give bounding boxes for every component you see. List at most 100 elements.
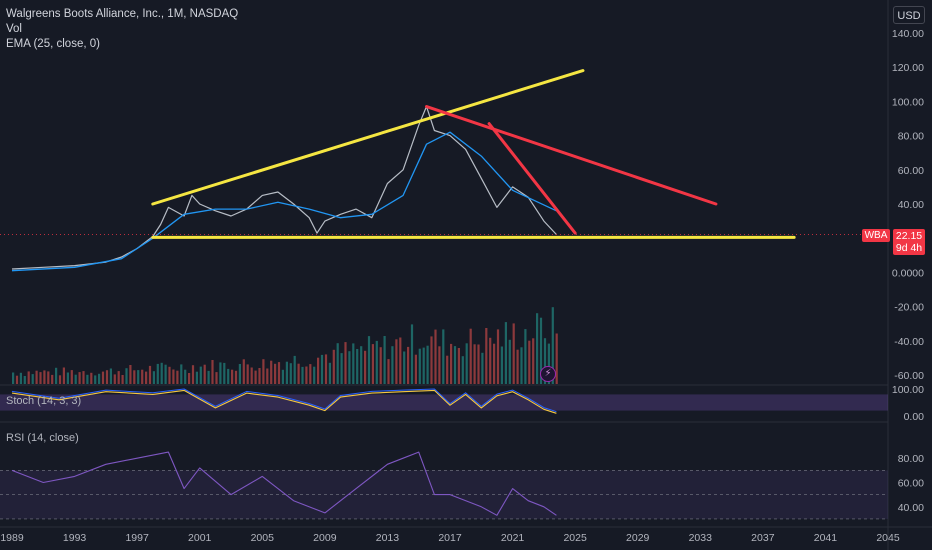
volume-bar [309,364,312,384]
time-axis-label: 2037 [751,532,775,544]
volume-bar [12,372,15,384]
volume-bar [328,362,331,384]
volume-bar [133,370,136,384]
volume-bars [12,307,558,384]
volume-bar [504,322,507,384]
chart-legend: Walgreens Boots Alliance, Inc., 1M, NASD… [6,7,238,52]
volume-bar [434,329,437,384]
price-axis-label: 40.00 [898,199,924,211]
volume-bar [125,368,128,384]
volume-bar [407,346,410,384]
stoch-band [0,394,888,411]
volume-bar [254,370,257,384]
lightning-icon[interactable]: ⚡ [540,366,556,382]
volume-bar [160,362,163,384]
stoch-label: Stoch (14, 3, 3) [6,395,82,407]
volume-bar [305,366,308,384]
volume-bar [539,317,543,384]
volume-bar [141,369,144,384]
price-axis-label: 60.00 [898,165,924,177]
volume-bar [176,370,179,384]
volume-bar [129,365,132,384]
price-axis-label: -20.00 [894,302,924,314]
volume-bar [113,374,116,384]
volume-bar [117,371,120,384]
volume-bar [137,370,140,384]
volume-bar [532,338,535,384]
volume-bar [348,351,351,384]
volume-bar [70,370,73,384]
volume-bar [246,364,249,384]
volume-bar [281,369,284,384]
stoch-axis-label: 0.00 [904,411,925,423]
volume-bar [35,370,38,384]
time-axis-label: 1997 [125,532,149,544]
bar-countdown: 9d 4h [895,242,923,254]
volume-bar [324,354,328,384]
currency-button[interactable]: USD [893,6,925,24]
stoch-d-line [11,389,557,414]
volume-bar [231,369,234,384]
volume-bar [191,365,195,384]
volume-bar [364,350,367,384]
rsi-label: RSI (14, close) [6,432,79,444]
price-axis-label: -60.00 [894,370,924,382]
volume-bar [367,336,371,384]
volume-bar [336,343,339,384]
volume-bar [15,375,19,384]
volume-bar [301,366,304,384]
volume-bar [266,368,269,384]
volume-bar [536,313,539,384]
time-axis-label: 1993 [63,532,87,544]
volume-bar [320,354,324,384]
time-axis-label: 2029 [626,532,650,544]
time-axis-label: 2013 [376,532,400,544]
time-axis-label: 2009 [313,532,337,544]
volume-bar [164,364,167,384]
volume-bar [473,344,476,384]
volume-bar [145,371,148,384]
volume-bar [238,364,241,384]
volume-bar [457,348,460,384]
volume-bar [489,337,492,384]
volume-bar [461,356,464,384]
rsi-axis-label: 60.00 [898,478,924,490]
last-price: 22.15 [895,230,923,242]
volume-bar [371,344,374,384]
volume-bar [555,333,558,384]
volume-bar [422,347,425,384]
volume-bar [465,343,468,384]
yellow-trendline [151,69,585,206]
volume-bar [387,359,390,384]
price-axis-label: 140.00 [892,28,924,40]
volume-bar [90,372,93,384]
volume-bar [258,368,261,384]
volume-bar [31,374,34,384]
volume-bar [74,374,77,384]
volume-bar [227,368,230,384]
volume-bar [317,357,320,384]
volume-bar [356,349,359,384]
volume-bar [332,349,335,384]
volume-bar [512,323,515,384]
volume-bar [485,328,488,384]
volume-bar [188,373,191,384]
rsi-line [11,451,557,516]
time-axis-label: 2017 [438,532,462,544]
volume-bar [152,371,155,384]
volume-label: Vol [6,23,22,35]
volume-bar [446,355,449,384]
time-axis-label: 2021 [501,532,525,544]
volume-bar [156,363,159,384]
price-axis-label: -40.00 [894,336,924,348]
volume-bar [352,343,355,384]
volume-bar [121,375,124,384]
volume-bar [426,345,429,384]
volume-bar [340,353,343,384]
volume-bar [184,369,187,384]
volume-bar [195,371,198,384]
volume-bar [82,371,85,384]
volume-bar [180,364,183,384]
price-axis-label: 100.00 [892,96,924,108]
